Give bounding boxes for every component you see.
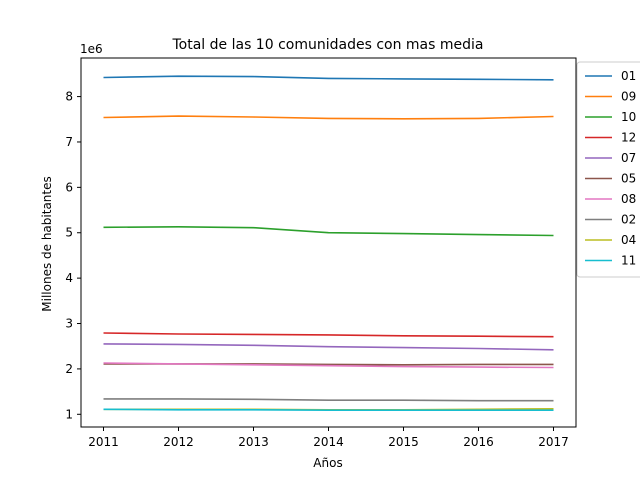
plot-area-frame [80, 57, 577, 428]
plot-lines [103, 75, 554, 412]
series-line-07 [103, 343, 554, 351]
legend-label: 10 [621, 110, 636, 124]
y-tick-label: 8 [65, 90, 73, 104]
y-tick-label: 7 [65, 135, 73, 149]
legend-label: 04 [621, 233, 636, 247]
series-line-11 [103, 408, 554, 412]
series-line-08 [103, 362, 554, 369]
x-tick-label: 2016 [463, 435, 494, 449]
legend-label: 07 [621, 151, 636, 165]
y-tick-label: 4 [65, 271, 73, 285]
x-axis-ticks: 2011 2012 2013 2014 2015 2016 2017 [88, 427, 569, 449]
y-tick-label: 3 [65, 317, 73, 331]
series-line-02 [103, 398, 554, 402]
x-tick-label: 2012 [163, 435, 194, 449]
legend-label: 12 [621, 131, 636, 145]
y-tick-label: 6 [65, 180, 73, 194]
legend: 01 09 10 12 07 05 08 02 04 11 [576, 61, 640, 278]
y-tick-label: 1 [65, 407, 73, 421]
x-tick-label: 2014 [313, 435, 344, 449]
y-tick-label: 2 [65, 362, 73, 376]
legend-frame [576, 61, 640, 278]
x-tick-label: 2015 [388, 435, 419, 449]
legend-label: 09 [621, 90, 636, 104]
x-axis-label: Años [313, 456, 342, 470]
series-line-01 [103, 75, 554, 81]
y-axis-offset-label: 1e6 [80, 42, 103, 56]
y-tick-label: 5 [65, 226, 73, 240]
y-axis-label: Millones de habitantes [40, 176, 54, 311]
legend-label: 01 [621, 69, 636, 83]
series-line-09 [103, 115, 554, 120]
legend-label: 08 [621, 192, 636, 206]
y-axis-ticks: 1 2 3 4 5 6 7 8 [65, 90, 81, 421]
legend-label: 05 [621, 172, 636, 186]
chart-title: Total de las 10 comunidades con mas medi… [172, 37, 484, 53]
legend-label: 02 [621, 213, 636, 227]
x-tick-label: 2017 [538, 435, 569, 449]
series-line-12 [103, 332, 554, 338]
legend-label: 11 [621, 254, 636, 268]
x-tick-label: 2011 [88, 435, 119, 449]
x-tick-label: 2013 [238, 435, 269, 449]
series-line-10 [103, 226, 554, 237]
